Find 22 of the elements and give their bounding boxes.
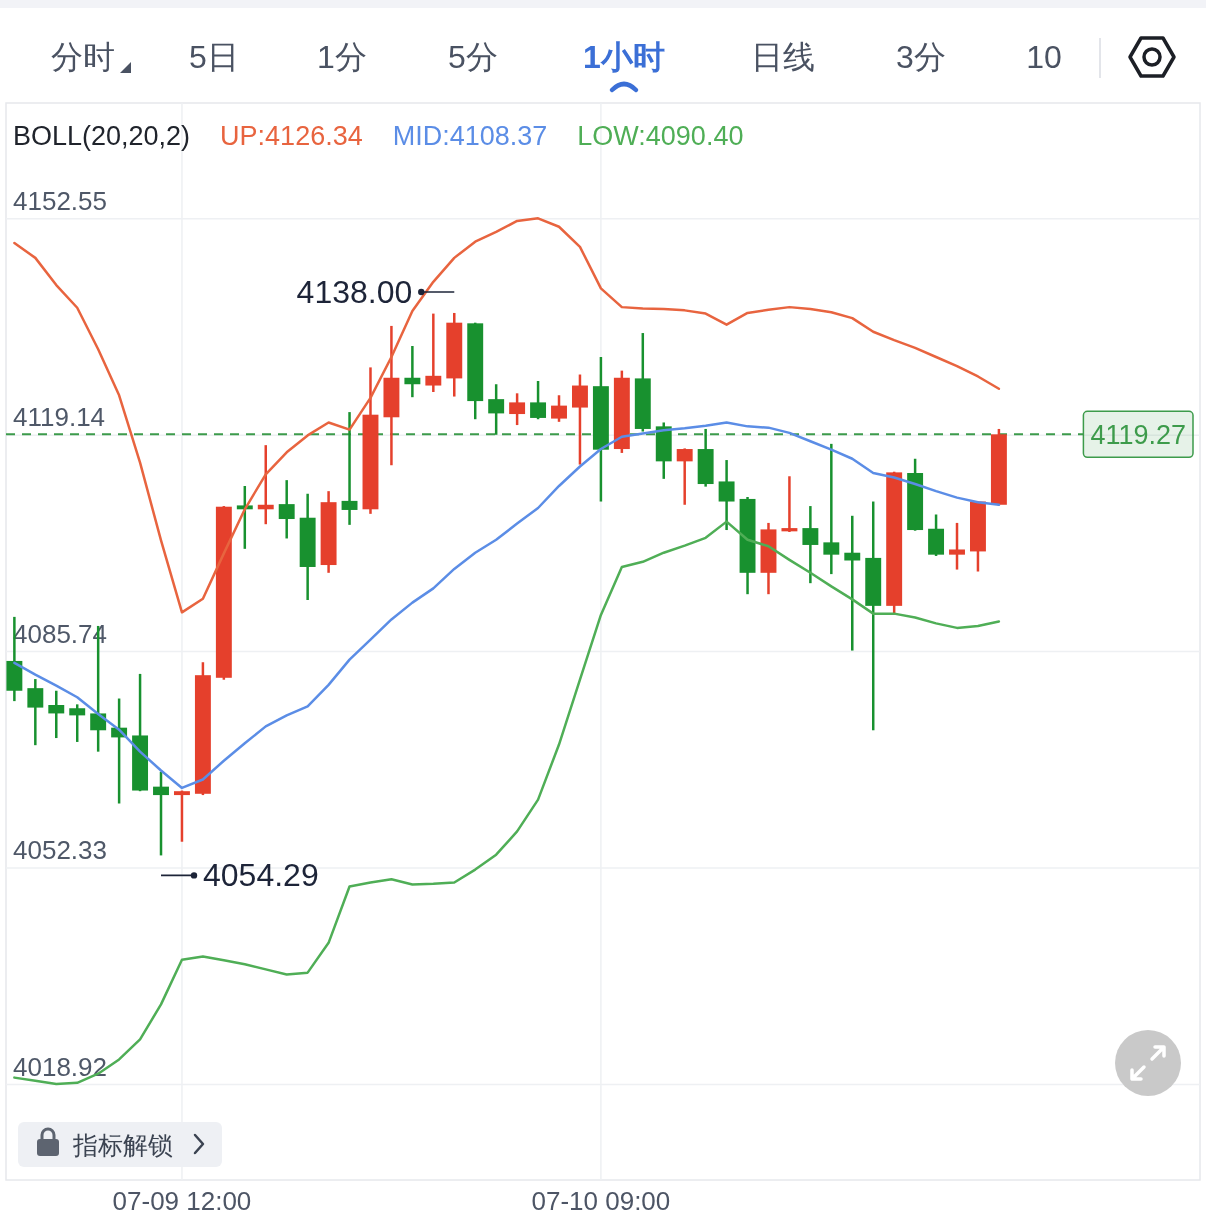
legend-title: BOLL(20,20,2) [13, 121, 191, 151]
text: 3分 [896, 39, 946, 75]
y-tick-label: 4119.14 [13, 402, 106, 433]
text: 分时 [51, 39, 115, 75]
annotation: 4054.29 [203, 857, 319, 894]
text: 5分 [448, 39, 498, 75]
text: UP:4126.34 [220, 121, 363, 151]
y-tick-label: 4152.55 [13, 185, 107, 216]
text: 5日 [189, 39, 239, 75]
x-tick-label: 07-09 12:00 [112, 1186, 252, 1216]
text: MID:4108.37 [392, 121, 548, 151]
text: 1分 [317, 39, 367, 75]
y-tick-label: 4052.33 [13, 835, 107, 866]
annotation: 4138.00 [296, 273, 413, 310]
ref-line-label: 4119.27 [1090, 420, 1187, 451]
y-tick-label: 4018.92 [13, 1051, 107, 1082]
text: 日线 [751, 39, 815, 75]
x-tick-label: 07-10 09:00 [531, 1186, 671, 1216]
text: LOW:4090.40 [577, 121, 744, 151]
text: 10 [1026, 39, 1062, 75]
annotation: 指标解锁 [72, 1131, 173, 1159]
text: 1小时 [583, 39, 665, 75]
